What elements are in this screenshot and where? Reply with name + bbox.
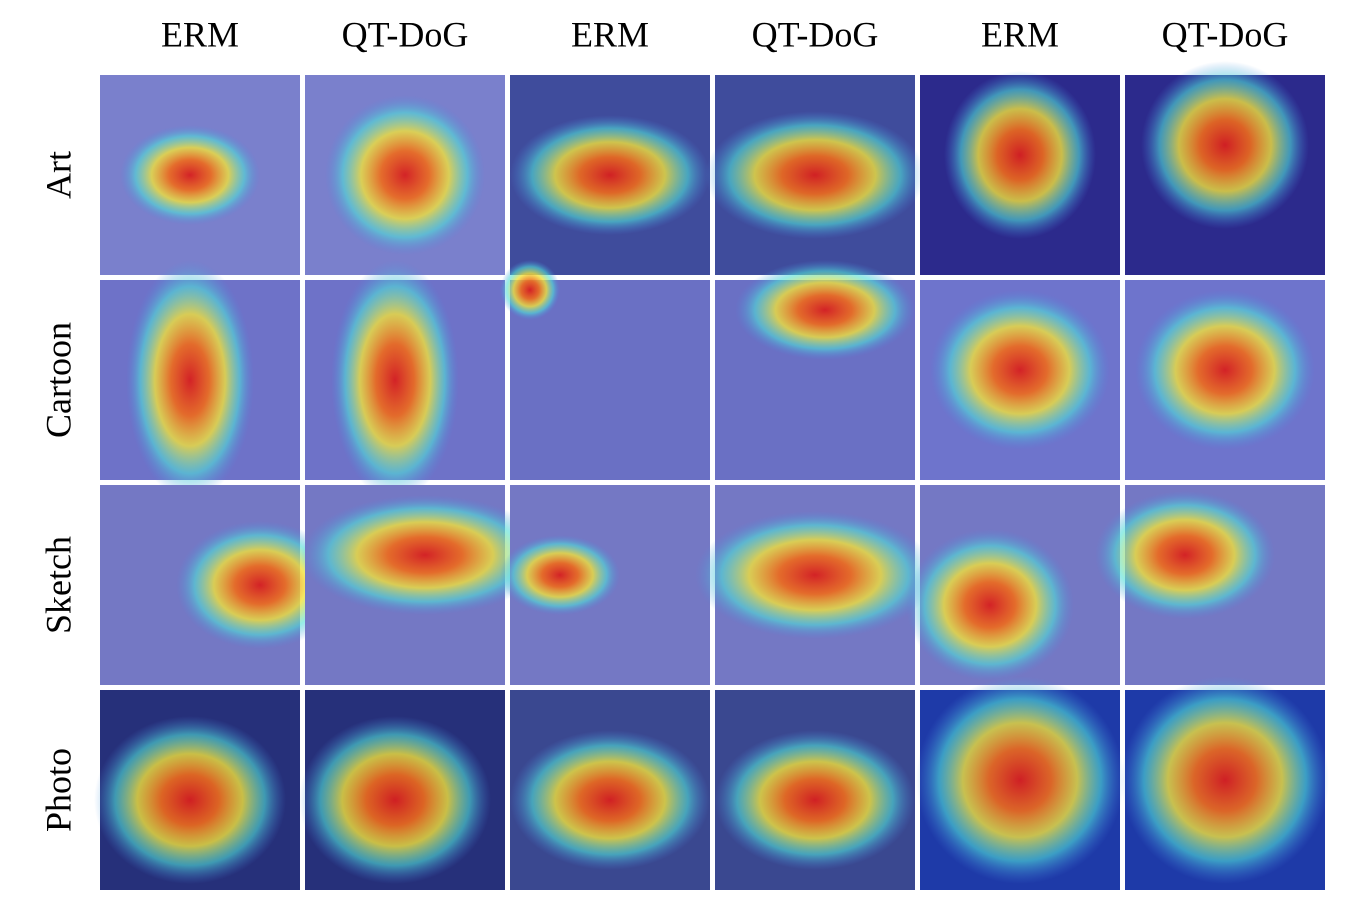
heatmap-image: [510, 75, 710, 275]
image-grid: [94, 61, 1329, 890]
attention-heat: [705, 111, 925, 239]
attention-heat: [500, 260, 560, 320]
attention-heat: [500, 535, 620, 615]
heatmap-image: [916, 676, 1124, 890]
attention-heat: [930, 290, 1110, 450]
attention-heat: [301, 495, 549, 615]
attention-heat: [120, 125, 260, 225]
row-label: Photo: [38, 748, 78, 832]
attention-heat: [715, 730, 915, 870]
heatmap-image: [1095, 485, 1325, 685]
attention-heat: [331, 260, 459, 500]
attention-heat: [94, 716, 286, 884]
heatmap-image: [299, 690, 505, 890]
attention-heat: [325, 95, 485, 255]
heatmap-image: [695, 485, 935, 685]
heatmap-image: [301, 485, 549, 685]
column-header: ERM: [981, 14, 1059, 54]
row-label: Art: [38, 151, 78, 199]
heatmap-image: [100, 75, 300, 275]
attention-heat: [1121, 676, 1329, 884]
heatmap-image: [305, 75, 505, 275]
attention-heat: [1135, 290, 1315, 450]
attention-heat: [1141, 61, 1309, 229]
column-header: ERM: [571, 14, 649, 54]
attention-heat: [906, 529, 1074, 681]
column-header: QT-DoG: [342, 14, 469, 54]
attention-heat: [299, 716, 491, 884]
heatmap-image: [705, 75, 925, 275]
attention-heat: [510, 730, 710, 870]
row-label: Sketch: [38, 536, 78, 634]
attention-heat: [735, 260, 915, 360]
column-header: QT-DoG: [752, 14, 879, 54]
heatmap-image: [305, 260, 505, 500]
attention-heat: [916, 676, 1124, 884]
heatmap-image: [500, 485, 710, 685]
heatmap-image: [500, 260, 710, 480]
heatmap-image: [1125, 280, 1325, 480]
heatmap-image: [94, 690, 300, 890]
attention-heat: [510, 115, 710, 235]
heatmap-image: [100, 485, 344, 685]
heatmap-image: [715, 260, 915, 480]
heatmap-image: [100, 260, 300, 500]
heatmap-image: [715, 690, 915, 890]
row-label: Cartoon: [38, 322, 78, 438]
column-header: QT-DoG: [1162, 14, 1289, 54]
heatmap-image: [1121, 676, 1329, 890]
heatmap-image: [1125, 61, 1325, 275]
attention-heat: [1095, 491, 1275, 619]
heatmap-image: [510, 690, 710, 890]
column-header: ERM: [161, 14, 239, 54]
heatmap-image: [920, 280, 1120, 480]
attention-heat: [126, 260, 254, 500]
attention-heat: [944, 71, 1096, 239]
attention-heat: [695, 511, 935, 639]
heatmap-image: [920, 71, 1120, 275]
heatmap-image: [906, 485, 1120, 685]
